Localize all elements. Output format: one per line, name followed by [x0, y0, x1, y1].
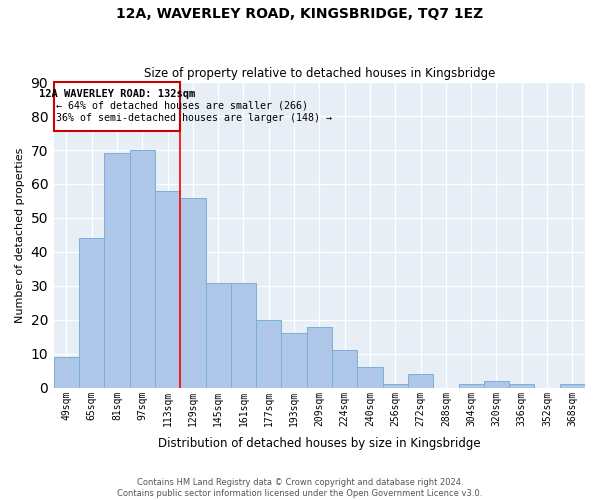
Bar	[206, 282, 231, 388]
Bar	[231, 282, 256, 388]
Text: ← 64% of detached houses are smaller (266): ← 64% of detached houses are smaller (26…	[56, 100, 308, 110]
Bar	[408, 374, 433, 388]
Bar	[458, 384, 484, 388]
Bar	[358, 368, 383, 388]
Text: 12A WAVERLEY ROAD: 132sqm: 12A WAVERLEY ROAD: 132sqm	[39, 89, 195, 99]
Bar	[307, 326, 332, 388]
Bar	[484, 381, 509, 388]
Bar	[509, 384, 535, 388]
Bar	[383, 384, 408, 388]
Bar	[560, 384, 585, 388]
Bar	[155, 191, 180, 388]
Bar	[54, 358, 79, 388]
Bar	[79, 238, 104, 388]
Title: Size of property relative to detached houses in Kingsbridge: Size of property relative to detached ho…	[143, 66, 495, 80]
Text: Contains HM Land Registry data © Crown copyright and database right 2024.
Contai: Contains HM Land Registry data © Crown c…	[118, 478, 482, 498]
X-axis label: Distribution of detached houses by size in Kingsbridge: Distribution of detached houses by size …	[158, 437, 481, 450]
Bar	[104, 154, 130, 388]
Bar	[332, 350, 358, 388]
FancyBboxPatch shape	[54, 82, 180, 132]
Y-axis label: Number of detached properties: Number of detached properties	[15, 148, 25, 322]
Text: 12A, WAVERLEY ROAD, KINGSBRIDGE, TQ7 1EZ: 12A, WAVERLEY ROAD, KINGSBRIDGE, TQ7 1EZ	[116, 8, 484, 22]
Bar	[130, 150, 155, 388]
Bar	[281, 334, 307, 388]
Text: 36% of semi-detached houses are larger (148) →: 36% of semi-detached houses are larger (…	[56, 112, 332, 122]
Bar	[256, 320, 281, 388]
Bar	[180, 198, 206, 388]
